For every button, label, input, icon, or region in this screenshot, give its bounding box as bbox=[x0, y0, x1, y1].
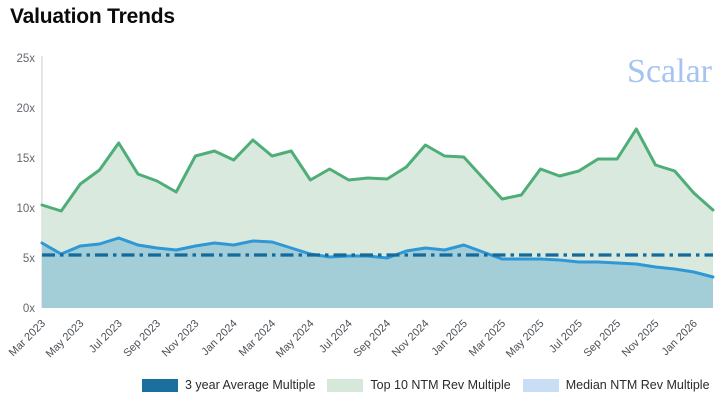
legend-item-median: Median NTM Rev Multiple bbox=[522, 378, 710, 392]
x-tick-label: May 2025 bbox=[504, 318, 547, 361]
x-tick-label: May 2023 bbox=[44, 318, 87, 361]
y-tick-label: 0x bbox=[23, 303, 35, 315]
y-tick-label: 25x bbox=[16, 53, 35, 65]
legend-label: Top 10 NTM Rev Multiple bbox=[370, 378, 511, 392]
top10-ntm-swatch bbox=[327, 378, 364, 392]
legend-label: Median NTM Rev Multiple bbox=[565, 378, 710, 392]
median-ntm-swatch bbox=[522, 378, 559, 392]
x-tick-label: Mar 2024 bbox=[237, 318, 278, 359]
x-tick-label: Mar 2023 bbox=[7, 318, 48, 359]
x-tick-label: Mar 2025 bbox=[467, 318, 508, 359]
legend-item-top10: Top 10 NTM Rev Multiple bbox=[327, 378, 511, 392]
top10-line-series bbox=[40, 127, 715, 213]
x-tick-label: Nov 2023 bbox=[160, 318, 202, 360]
x-tick-label: Jul 2023 bbox=[87, 318, 125, 356]
x-tick-label: Nov 2024 bbox=[390, 318, 432, 360]
page-title: Valuation Trends bbox=[10, 5, 175, 28]
x-tick-label: Jul 2024 bbox=[317, 318, 355, 356]
y-tick-label: 20x bbox=[16, 103, 35, 115]
legend-item-average: 3 year Average Multiple bbox=[142, 378, 315, 392]
x-tick-label: May 2024 bbox=[274, 318, 317, 361]
x-tick-label: Jan 2024 bbox=[199, 318, 239, 358]
y-tick-label: 15x bbox=[16, 153, 35, 165]
scalar-brand-logo: Scalar bbox=[627, 53, 712, 90]
x-tick-label: Jan 2025 bbox=[429, 318, 469, 358]
x-tick-label: Sep 2023 bbox=[121, 318, 163, 360]
x-tick-label: Sep 2024 bbox=[351, 318, 393, 360]
average-multiple-swatch bbox=[142, 378, 178, 392]
median-line-series bbox=[40, 236, 715, 279]
y-tick-label: 10x bbox=[16, 203, 35, 215]
x-tick-label: Sep 2025 bbox=[581, 318, 623, 360]
legend-label: 3 year Average Multiple bbox=[185, 378, 316, 392]
x-tick-label: Nov 2025 bbox=[620, 318, 662, 360]
chart-legend: 3 year Average Multiple Top 10 NTM Rev M… bbox=[142, 378, 710, 392]
x-tick-label: Jan 2026 bbox=[659, 318, 699, 358]
x-tick-label: Jul 2025 bbox=[547, 318, 585, 356]
y-tick-label: 5x bbox=[23, 253, 35, 265]
